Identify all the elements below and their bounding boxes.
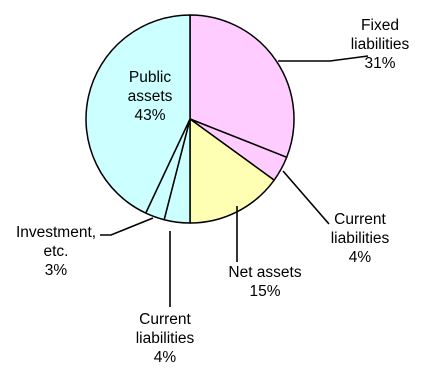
slice-name-label: liabilities [136,330,195,347]
pie-slices [85,14,295,224]
leader-line [278,55,369,62]
slice-label: Current liabilities 4% [331,211,390,266]
slice-value-label: 15% [249,283,280,300]
slice-name-label: Current [139,311,191,328]
slice-name-label: Fixed [361,17,399,34]
slice-label: Current liabilities 4% [136,311,195,366]
slice-label: Public assets 43% [128,69,173,124]
slice-name-label: assets [128,88,173,105]
slice-label: Investment, etc. 3% [16,224,96,279]
leader-line [282,170,330,225]
slice-name-label: etc. [44,243,69,260]
slice-value-label: 4% [154,349,177,366]
leader-lines [100,55,369,307]
slice-label: Fixed liabilities 31% [351,17,410,72]
slice-label: Net assets 15% [228,264,301,300]
leader-line [100,217,154,236]
slice-name-label: Investment, [16,224,96,241]
slice-value-label: 3% [45,262,68,279]
slice-name-label: Net assets [228,264,301,281]
slice-name-label: Public [129,69,171,86]
slice-name-label: liabilities [351,36,410,53]
slice-name-label: Current [334,211,386,228]
pie-slice [189,14,295,159]
slice-value-label: 4% [349,249,372,266]
slice-value-label: 31% [364,55,395,72]
slice-name-label: liabilities [331,230,390,247]
slice-value-label: 43% [134,107,165,124]
slice-labels: Fixed liabilities 31% Current liabilities 4% N… [16,17,410,366]
pie-slice [85,14,191,214]
